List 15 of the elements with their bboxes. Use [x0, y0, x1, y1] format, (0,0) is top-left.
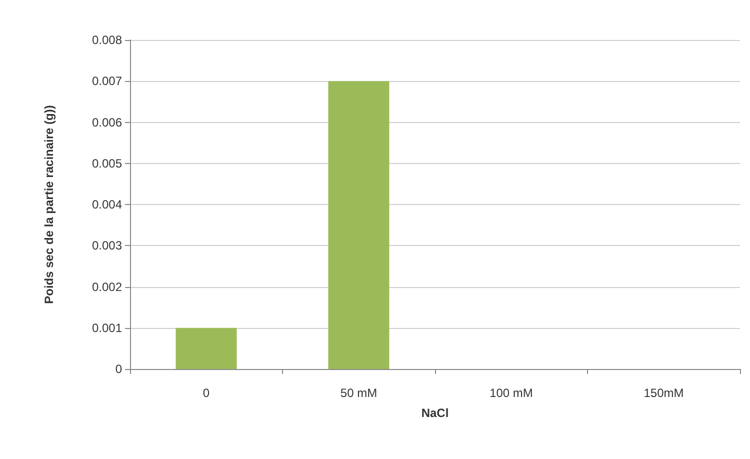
- x-tick-label: 150mM: [644, 386, 684, 400]
- y-tick-label: 0.007: [92, 74, 122, 88]
- y-tick-label: 0.005: [92, 156, 122, 170]
- y-tick-label: 0.006: [92, 115, 122, 130]
- x-axis-title: NaCl: [421, 406, 449, 420]
- x-tick-label: 50 mM: [340, 386, 378, 400]
- x-tick-label: 100 mM: [490, 386, 533, 400]
- x-tick-label: 0: [202, 386, 210, 400]
- y-tick-label: 0: [115, 362, 122, 376]
- y-axis-title: Poids sec de la partie racinaire (g)): [42, 105, 56, 304]
- y-tick-label: 0.008: [92, 33, 122, 47]
- y-tick-label: 0.002: [92, 280, 122, 294]
- y-tick-label: 0.001: [92, 320, 122, 335]
- y-tick-label: 0.003: [92, 238, 122, 253]
- y-tick-label: 0.004: [92, 198, 122, 212]
